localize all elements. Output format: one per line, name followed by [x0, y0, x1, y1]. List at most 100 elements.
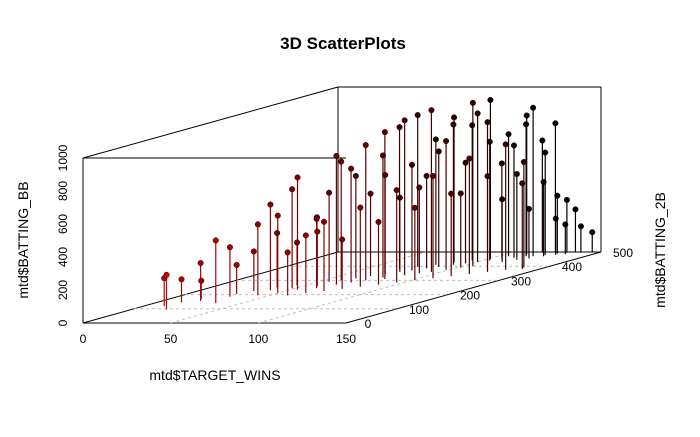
grid-line: [170, 251, 426, 324]
data-point: [226, 244, 233, 251]
data-point: [540, 179, 547, 186]
data-point: [525, 205, 532, 212]
data-point: [348, 165, 355, 172]
data-point: [414, 112, 421, 119]
data-point: [274, 212, 281, 219]
data-point: [313, 215, 320, 222]
y-tick-label: 100: [409, 303, 429, 317]
x-axis-title: mtd$TARGET_WINS: [149, 367, 280, 383]
data-point: [523, 121, 530, 128]
data-point: [289, 186, 296, 193]
data-point: [284, 249, 291, 256]
data-point: [451, 114, 458, 121]
chart-title: 3D ScatterPlots: [280, 34, 406, 53]
data-point: [523, 112, 530, 119]
data-point: [542, 149, 549, 156]
x-tick-label: 150: [336, 332, 356, 346]
data-point: [274, 230, 281, 237]
data-point: [381, 129, 388, 136]
data-point: [520, 159, 527, 166]
data-point: [416, 184, 423, 191]
data-point: [457, 190, 464, 197]
z-tick-label: 1000: [56, 144, 70, 171]
box-edge: [345, 251, 602, 324]
data-stems: [163, 99, 593, 310]
data-point: [254, 221, 261, 228]
data-point: [589, 229, 596, 236]
z-tick-label: 0: [56, 319, 70, 326]
x-tick-label: 0: [80, 332, 87, 346]
y-tick-label: 200: [460, 289, 480, 303]
data-point: [423, 172, 430, 179]
data-point: [163, 271, 170, 278]
data-point: [484, 173, 491, 180]
data-point: [267, 201, 274, 208]
data-point: [396, 124, 403, 131]
data-point: [198, 277, 205, 284]
data-point: [435, 148, 442, 155]
data-point: [498, 160, 505, 167]
data-point: [339, 236, 346, 243]
data-point: [562, 221, 569, 228]
floor-grid: [134, 251, 550, 324]
data-point: [462, 159, 469, 166]
data-point: [338, 158, 345, 165]
data-point: [197, 260, 204, 267]
data-point: [367, 190, 374, 197]
data-point: [411, 204, 418, 211]
tick-labels: 0 50 100 150 0 200 400 600 800 1000 0 100 200 300 400 5…: [56, 144, 633, 346]
data-point: [428, 107, 435, 114]
data-point: [396, 194, 403, 201]
data-point: [572, 206, 579, 213]
data-point: [502, 141, 509, 148]
data-point: [469, 99, 476, 106]
z-tick-label: 600: [56, 214, 70, 234]
data-point: [333, 152, 340, 159]
data-point: [519, 180, 526, 187]
data-point: [314, 228, 321, 235]
data-points: [161, 96, 596, 284]
data-point: [379, 152, 386, 159]
data-point: [401, 117, 408, 124]
data-point: [539, 137, 546, 144]
data-point: [577, 223, 584, 230]
data-point: [375, 218, 382, 225]
data-point: [510, 142, 517, 149]
data-point: [505, 131, 512, 138]
data-point: [357, 204, 364, 211]
x-tick-label: 100: [248, 332, 268, 346]
data-point: [178, 276, 185, 283]
y-axis-title: mtd$BATTING_2B: [652, 192, 668, 308]
data-point: [448, 190, 455, 197]
data-point: [212, 237, 219, 244]
y-tick-label: 300: [511, 274, 531, 288]
data-point: [563, 196, 570, 203]
data-point: [408, 161, 415, 168]
data-point: [352, 172, 359, 179]
data-point: [499, 196, 506, 203]
data-point: [302, 232, 309, 239]
data-point: [484, 119, 491, 126]
x-tick-label: 50: [164, 332, 178, 346]
data-point: [554, 192, 561, 199]
data-point: [513, 171, 520, 178]
data-point: [430, 172, 437, 179]
data-point: [487, 96, 494, 103]
data-point: [250, 248, 257, 255]
data-point: [450, 121, 457, 128]
box-edge: [82, 251, 339, 324]
data-point: [466, 155, 473, 162]
data-point: [552, 120, 559, 127]
data-point: [393, 187, 400, 194]
z-tick-label: 800: [56, 181, 70, 201]
y-tick-label: 0: [365, 317, 372, 331]
data-point: [294, 239, 301, 246]
data-point: [474, 110, 481, 117]
y-tick-label: 500: [613, 246, 633, 260]
z-tick-label: 200: [56, 280, 70, 300]
data-point: [233, 262, 240, 269]
data-point: [294, 174, 301, 181]
data-point: [382, 172, 389, 179]
